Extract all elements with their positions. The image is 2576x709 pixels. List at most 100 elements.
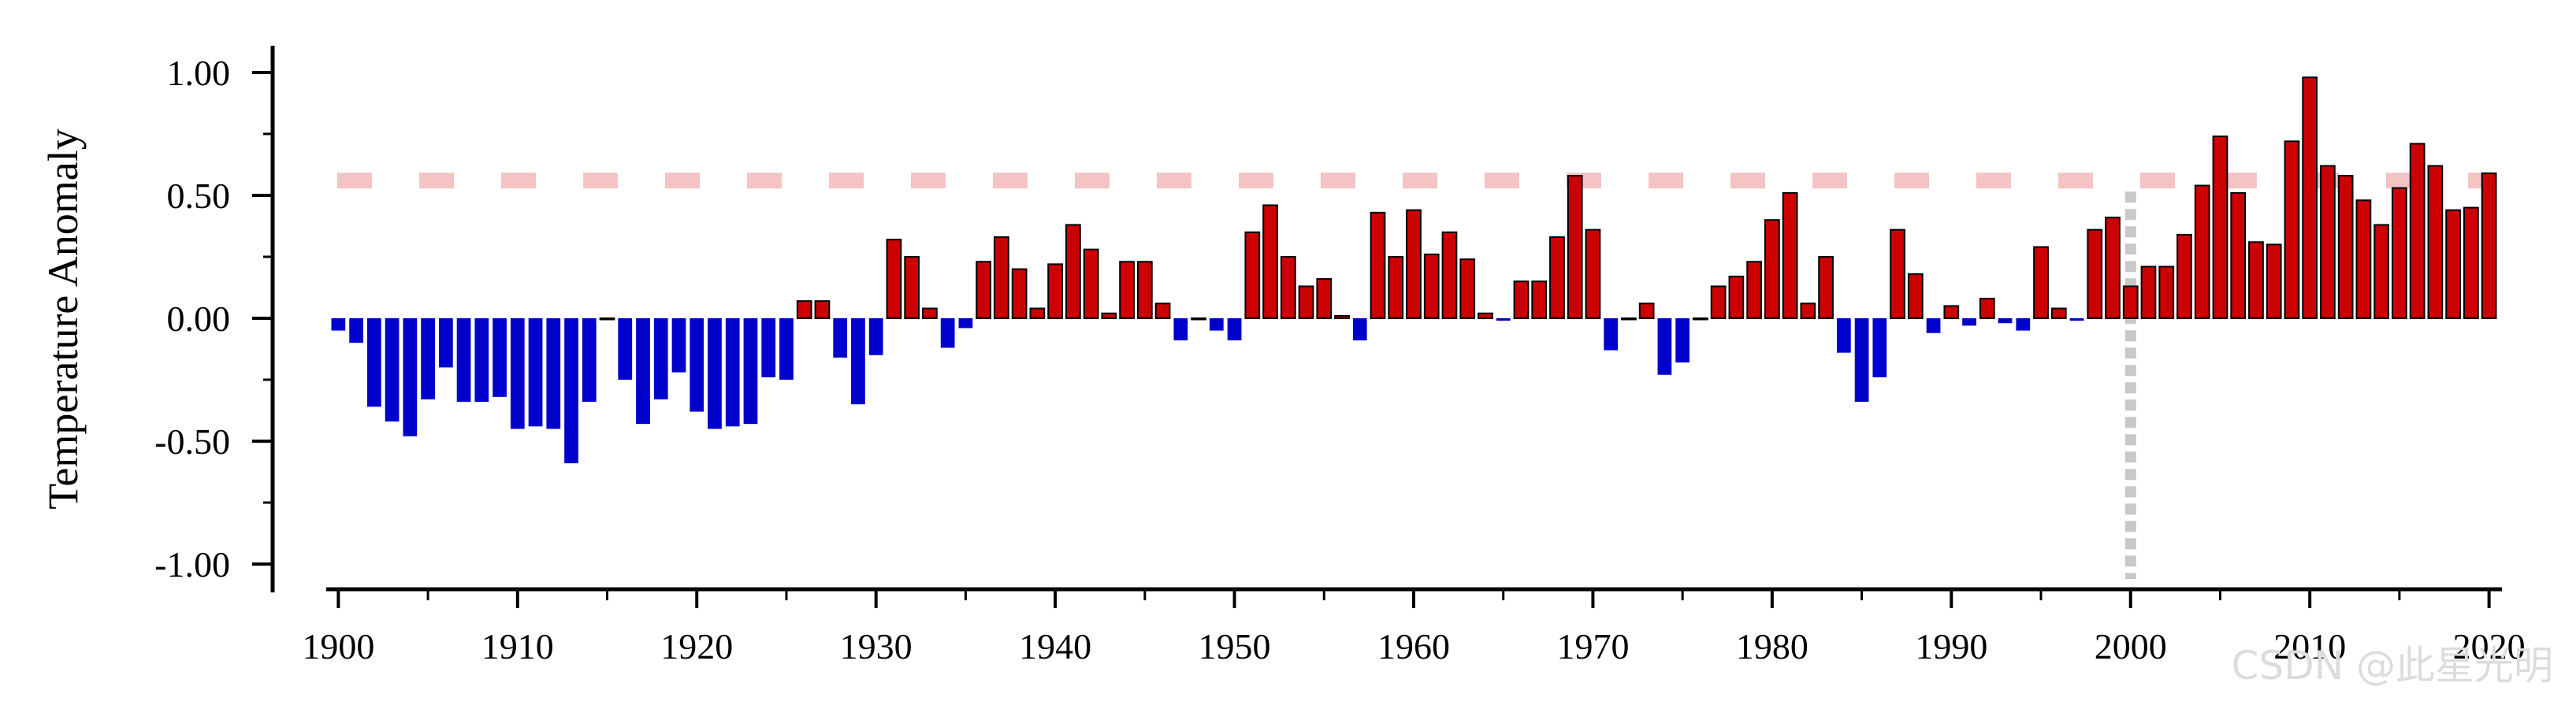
bar-1948 [1191, 317, 1206, 321]
bar-1968 [1549, 236, 1565, 320]
bars [331, 76, 2497, 464]
bar-1971 [1604, 318, 1619, 351]
bar-1932 [904, 256, 920, 319]
bar-1928 [833, 318, 848, 358]
bar-1969 [1567, 175, 1583, 319]
bar-1945 [1136, 261, 1153, 319]
y-tick-label: -0.50 [154, 421, 230, 462]
x-tick-label: 1910 [481, 626, 554, 666]
x-tick-label: 1970 [1556, 626, 1629, 666]
bar-1934 [940, 318, 955, 348]
bar-1939 [1029, 307, 1046, 319]
bar-1953 [1280, 256, 1296, 319]
bar-1912 [546, 318, 561, 429]
bar-1910 [510, 318, 525, 429]
x-tick-label: 1950 [1199, 626, 1271, 666]
x-tick-label: 2010 [2273, 626, 2346, 666]
bar-1914 [582, 318, 597, 403]
x-tick-label: 1900 [302, 626, 374, 666]
bar-1958 [1370, 211, 1386, 319]
bar-1974 [1657, 318, 1672, 375]
bar-1977 [1710, 285, 1727, 320]
bar-1986 [1872, 318, 1887, 377]
bar-1992 [1979, 298, 1995, 320]
bar-1993 [1998, 318, 2013, 324]
bar-1979 [1746, 261, 1763, 319]
bar-1935 [958, 318, 973, 329]
bar-1913 [564, 318, 578, 464]
bar-2016 [2409, 143, 2425, 319]
bar-1906 [438, 318, 453, 368]
bar-2014 [2373, 224, 2390, 319]
bar-2018 [2445, 209, 2462, 319]
bar-1995 [2033, 246, 2049, 319]
bar-1952 [1262, 204, 1278, 320]
bar-1942 [1083, 248, 1099, 320]
bar-1965 [1496, 318, 1511, 321]
bar-1955 [1316, 278, 1333, 319]
bar-1962 [1441, 231, 1458, 319]
bar-1900 [331, 318, 346, 331]
bar-1923 [743, 318, 758, 425]
bar-1918 [653, 318, 668, 399]
y-tick-label: -1.00 [154, 544, 230, 585]
x-tick-label: 1980 [1736, 626, 1808, 666]
bar-1947 [1173, 318, 1188, 341]
bar-1903 [385, 318, 400, 422]
bar-2012 [2337, 175, 2354, 319]
bar-1981 [1782, 191, 1798, 319]
watermark: CSDN @此星光明 [2232, 643, 2553, 689]
bar-1936 [976, 261, 992, 319]
bar-1924 [761, 318, 776, 377]
bar-1944 [1119, 261, 1135, 319]
bar-1956 [1334, 314, 1350, 320]
bar-1950 [1227, 318, 1242, 341]
bar-2011 [2320, 165, 2336, 319]
bar-1975 [1675, 318, 1690, 363]
x-tick-label: 2000 [2095, 626, 2167, 666]
bar-1976 [1693, 317, 1708, 321]
bar-2013 [2355, 199, 2372, 319]
bar-1931 [886, 239, 902, 319]
bar-1905 [421, 318, 435, 399]
bar-1967 [1531, 280, 1548, 320]
bar-2009 [2284, 140, 2300, 319]
bar-1930 [868, 318, 883, 355]
bar-2003 [2176, 233, 2192, 320]
bar-1973 [1638, 303, 1655, 319]
bar-1909 [493, 318, 507, 397]
bar-2002 [2158, 265, 2175, 320]
bar-1996 [2050, 307, 2067, 319]
bar-2017 [2427, 165, 2444, 319]
bar-1954 [1298, 285, 1314, 320]
bar-1966 [1513, 280, 1530, 320]
bar-1901 [349, 318, 363, 343]
bar-1920 [690, 318, 704, 412]
y-tick-label: 1.00 [167, 53, 231, 93]
x-tick-label: 1920 [660, 626, 733, 666]
bar-1922 [725, 318, 740, 427]
x-tick-label: 1930 [840, 626, 913, 666]
bar-1943 [1101, 312, 1117, 320]
x-tick-label: 1940 [1019, 626, 1091, 666]
bar-2020 [2481, 172, 2497, 319]
bar-1916 [618, 318, 633, 380]
bar-1925 [779, 318, 794, 380]
bar-2004 [2194, 184, 2210, 319]
y-axis-title: Temperature Anomaly [39, 128, 87, 510]
bar-1908 [474, 318, 489, 403]
bar-1982 [1800, 303, 1816, 319]
bar-1990 [1943, 305, 1960, 319]
bar-2008 [2266, 243, 2282, 319]
bar-1902 [366, 318, 381, 407]
bar-1961 [1423, 253, 1440, 320]
bar-2010 [2302, 76, 2318, 320]
bar-1998 [2087, 228, 2103, 319]
bar-1960 [1406, 209, 1422, 319]
bar-1921 [708, 318, 722, 429]
bar-1997 [2069, 318, 2084, 321]
bar-1946 [1154, 303, 1171, 319]
bar-2001 [2140, 265, 2157, 320]
bar-1941 [1065, 224, 1081, 319]
